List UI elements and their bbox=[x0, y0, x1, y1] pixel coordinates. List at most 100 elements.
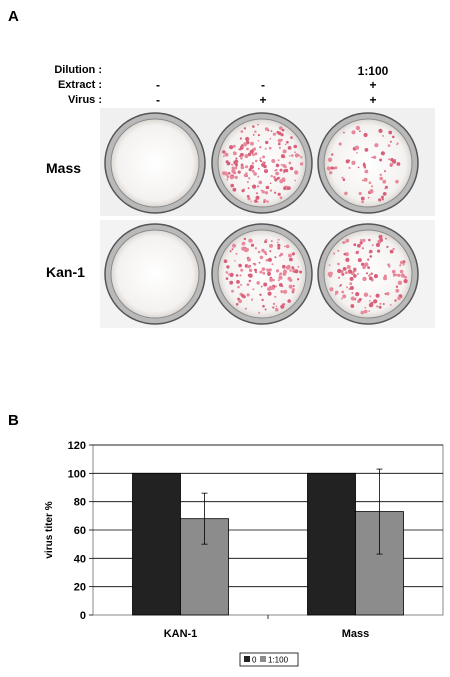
well-interior bbox=[110, 229, 200, 319]
plaque-spot bbox=[356, 151, 358, 154]
plaque-spot bbox=[334, 290, 339, 295]
plaque-spot bbox=[269, 189, 273, 192]
plaque-spot bbox=[389, 140, 392, 143]
plaque-spot bbox=[225, 271, 229, 274]
plaque-spot bbox=[232, 187, 237, 192]
plaque-spot bbox=[369, 273, 371, 276]
plaque-spot bbox=[377, 239, 381, 243]
plaque-spot bbox=[266, 268, 269, 271]
plaque-spot bbox=[222, 150, 226, 154]
plaque-spot bbox=[277, 131, 282, 136]
plaque-spot bbox=[394, 299, 397, 302]
plaque-spot bbox=[222, 171, 226, 176]
plaque-spot bbox=[291, 288, 295, 292]
plaque-spot bbox=[397, 273, 401, 277]
bar bbox=[132, 472, 181, 616]
plaque-spot bbox=[257, 123, 259, 126]
plaque-spot bbox=[365, 272, 369, 275]
plaque-spot bbox=[345, 257, 350, 262]
plaque-spot bbox=[359, 239, 363, 242]
plaque-spot bbox=[360, 196, 365, 201]
plaque-spot bbox=[357, 258, 362, 263]
plaque-spot bbox=[363, 292, 369, 297]
plaque-spot bbox=[395, 288, 400, 293]
plaque-spot bbox=[397, 280, 403, 285]
plaque-spot bbox=[256, 185, 260, 188]
plaque-spot bbox=[360, 262, 365, 266]
plaque-spot bbox=[274, 256, 277, 259]
plaque-spot bbox=[243, 142, 248, 147]
plaque-spot bbox=[381, 198, 384, 201]
plaque-spot bbox=[291, 252, 295, 256]
plaque-spot bbox=[289, 269, 292, 272]
plaque-spot bbox=[259, 157, 262, 160]
plaque-spot bbox=[283, 289, 288, 294]
plaque-spot bbox=[277, 279, 280, 282]
plaque-spot bbox=[254, 247, 258, 250]
plaque-spot bbox=[361, 247, 365, 250]
plaque-spot bbox=[363, 162, 366, 165]
plaque-spot bbox=[291, 154, 294, 157]
plaque-spot bbox=[370, 272, 373, 275]
plaque-spot bbox=[262, 271, 266, 275]
plaque-spot bbox=[371, 244, 374, 247]
plaque-spot bbox=[261, 298, 264, 302]
plaque-spot bbox=[380, 151, 385, 156]
plaque-spot bbox=[343, 252, 347, 256]
plaque-spot bbox=[235, 163, 238, 167]
plaque-spot bbox=[259, 270, 263, 274]
plaque-spot bbox=[341, 290, 345, 294]
plaque-spot bbox=[249, 149, 254, 154]
plaque-spot bbox=[358, 191, 362, 196]
plaque-spot bbox=[351, 292, 354, 294]
plaque-spot bbox=[272, 132, 276, 136]
plaque-spot bbox=[362, 179, 364, 182]
plaque-spot bbox=[280, 163, 283, 166]
plaque-spot bbox=[264, 252, 267, 255]
plaque-spot bbox=[367, 196, 370, 199]
plaque-spot bbox=[267, 257, 272, 262]
y-tick-label: 20 bbox=[74, 582, 86, 594]
plaque-spot bbox=[354, 298, 356, 301]
plaque-spot bbox=[376, 305, 379, 308]
plaque-spot bbox=[248, 168, 252, 172]
plaque-spot bbox=[362, 163, 366, 167]
plaque-spot bbox=[264, 147, 267, 150]
plaque-spot bbox=[236, 280, 240, 284]
plaque-spot bbox=[385, 237, 387, 240]
plaque-spot bbox=[276, 176, 280, 180]
plaque-spot bbox=[277, 246, 281, 250]
plaque-spot bbox=[371, 303, 374, 306]
plaque-spot bbox=[230, 183, 234, 188]
plaque-spot bbox=[278, 126, 283, 130]
plaque-spot bbox=[380, 195, 384, 199]
plaque-spot bbox=[387, 263, 390, 267]
dilution-value-3: 1:100 bbox=[357, 64, 389, 78]
plaque-spot bbox=[275, 285, 278, 288]
x-tick-label: Mass bbox=[342, 628, 370, 640]
plaque-spot bbox=[251, 162, 255, 165]
plaque-spot bbox=[252, 125, 255, 128]
plaque-spot bbox=[357, 243, 361, 248]
plaque-spot bbox=[371, 156, 373, 159]
plaque-spot bbox=[280, 133, 284, 137]
plaque-spot bbox=[251, 169, 255, 173]
plaque-spot bbox=[251, 153, 254, 156]
plaque-spot bbox=[350, 304, 355, 308]
plaque-spot bbox=[349, 276, 354, 281]
plaque-spot bbox=[353, 268, 356, 271]
plaque-spot bbox=[275, 171, 279, 176]
plaque-spot bbox=[364, 148, 369, 152]
plaque-spot bbox=[341, 176, 344, 179]
plaque-spot bbox=[265, 259, 269, 262]
plaque-spot bbox=[373, 274, 378, 279]
plaque-spot bbox=[282, 264, 286, 269]
plaque-spot bbox=[384, 187, 387, 190]
plaque-spot bbox=[270, 240, 273, 243]
well-interior bbox=[217, 118, 307, 208]
plaque-spot bbox=[256, 192, 258, 195]
plaque-spot bbox=[228, 273, 231, 276]
plaque-spot bbox=[266, 200, 269, 203]
plaque-spot bbox=[237, 170, 241, 174]
plaque-spot bbox=[288, 161, 292, 165]
